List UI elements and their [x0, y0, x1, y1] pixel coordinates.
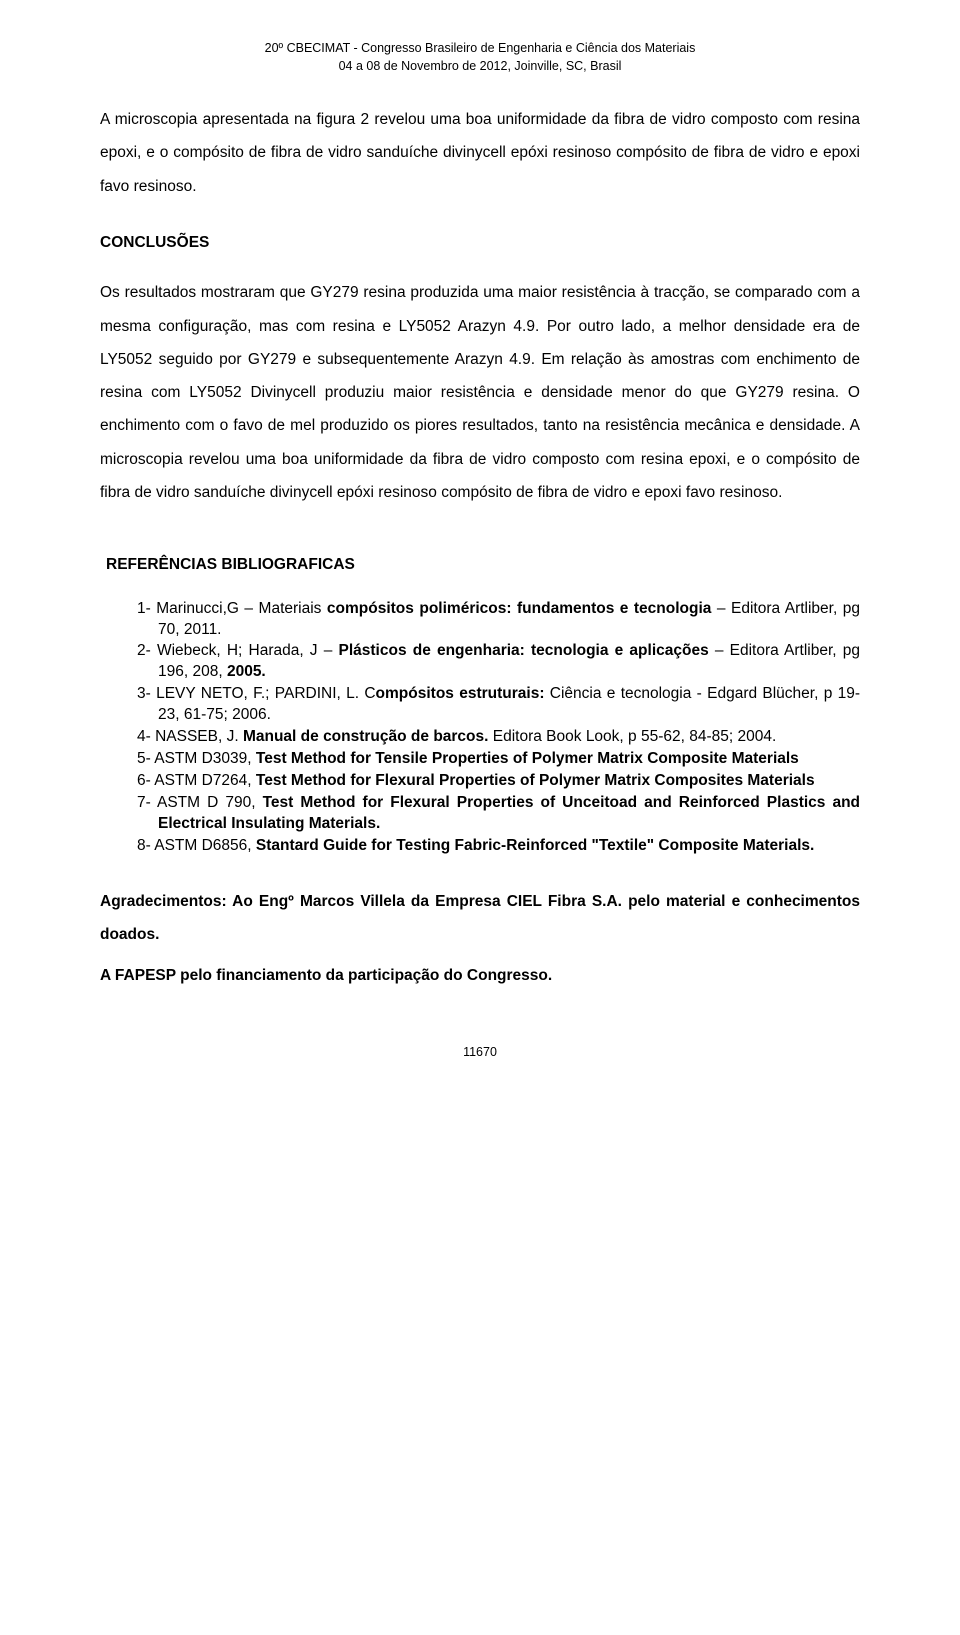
ref-num: 1- [137, 600, 156, 617]
ref-text: NASSEB, J. [155, 728, 243, 745]
ref-text: ASTM D3039, [154, 750, 256, 767]
reference-item: 3- LEVY NETO, F.; PARDINI, L. Compósitos… [158, 684, 860, 726]
ref-text: ASTM D6856, [154, 837, 256, 854]
ref-num: 7- [137, 794, 157, 811]
ref-num: 8- [137, 837, 154, 854]
page-number: 11670 [100, 1043, 860, 1062]
references-list: 1- Marinucci,G – Materiais compósitos po… [100, 599, 860, 857]
ref-text: ASTM D 790, [157, 794, 263, 811]
references-section: REFERÊNCIAS BIBLIOGRAFICAS 1- Marinucci,… [100, 553, 860, 856]
reference-item: 1- Marinucci,G – Materiais compósitos po… [158, 599, 860, 641]
ref-num: 2- [137, 642, 157, 659]
congress-header: 20º CBECIMAT - Congresso Brasileiro de E… [100, 40, 860, 75]
ref-text: Wiebeck, H; Harada, J – [157, 642, 339, 659]
final-text: A FAPESP pelo financiamento da participa… [100, 967, 552, 984]
ref-bold: Manual de construção de barcos. [243, 728, 488, 745]
conclusions-title: CONCLUSÕES [100, 231, 860, 254]
reference-item: 4- NASSEB, J. Manual de construção de ba… [158, 727, 860, 748]
ref-num: 3- [137, 685, 156, 702]
ref-bold: Test Method for Tensile Properties of Po… [256, 750, 799, 767]
ref-bold: compósitos poliméricos: fundamentos e te… [327, 600, 712, 617]
ref-num: 4- [137, 728, 155, 745]
reference-item: 8- ASTM D6856, Stantard Guide for Testin… [158, 836, 860, 857]
header-line-1: 20º CBECIMAT - Congresso Brasileiro de E… [100, 40, 860, 58]
conclusions-section: CONCLUSÕES Os resultados mostraram que G… [100, 231, 860, 509]
reference-item: 5- ASTM D3039, Test Method for Tensile P… [158, 749, 860, 770]
ack-label: Agradecimentos: [100, 893, 227, 910]
final-line: A FAPESP pelo financiamento da participa… [100, 959, 860, 992]
intro-paragraph: A microscopia apresentada na figura 2 re… [100, 103, 860, 203]
ref-num: 5- [137, 750, 154, 767]
ref-text: Marinucci,G – Materiais [156, 600, 327, 617]
header-line-2: 04 a 08 de Novembro de 2012, Joinville, … [100, 58, 860, 76]
ref-bold: Test Method for Flexural Properties of U… [158, 794, 860, 832]
ref-num: 6- [137, 772, 154, 789]
ref-text: ASTM D7264, [154, 772, 256, 789]
conclusions-text: Os resultados mostraram que GY279 resina… [100, 276, 860, 509]
ref-text: LEVY NETO, F.; PARDINI, L. C [156, 685, 375, 702]
acknowledgments: Agradecimentos: Ao Engº Marcos Villela d… [100, 885, 860, 952]
reference-item: 2- Wiebeck, H; Harada, J – Plásticos de … [158, 641, 860, 683]
ref-bold: Test Method for Flexural Properties of P… [256, 772, 815, 789]
ref-bold: 2005. [227, 663, 266, 680]
reference-item: 6- ASTM D7264, Test Method for Flexural … [158, 771, 860, 792]
ref-text: Editora Book Look, p 55-62, 84-85; 2004. [488, 728, 776, 745]
ref-bold: Stantard Guide for Testing Fabric-Reinfo… [256, 837, 814, 854]
references-title: REFERÊNCIAS BIBLIOGRAFICAS [100, 553, 860, 576]
ref-bold: Plásticos de engenharia: tecnologia e ap… [339, 642, 709, 659]
intro-section: A microscopia apresentada na figura 2 re… [100, 103, 860, 203]
reference-item: 7- ASTM D 790, Test Method for Flexural … [158, 793, 860, 835]
ref-bold: ompósitos estruturais: [376, 685, 550, 702]
